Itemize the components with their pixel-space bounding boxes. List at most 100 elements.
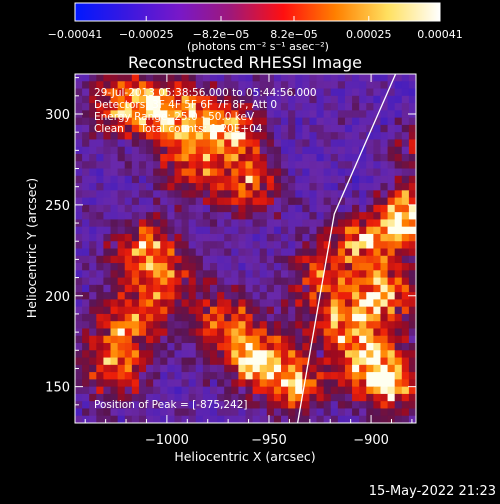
heatmap-cell <box>259 277 268 286</box>
heatmap-cell <box>252 350 261 359</box>
heatmap-cell <box>146 241 154 250</box>
heatmap-cell <box>316 233 325 242</box>
heatmap-cell <box>160 124 168 133</box>
heatmap-cell <box>188 313 197 322</box>
heatmap-cell <box>195 74 204 82</box>
heatmap-cell <box>401 204 410 213</box>
heatmap-cell <box>202 81 211 90</box>
heatmap-cell <box>131 88 140 97</box>
heatmap-cell <box>231 321 239 330</box>
heatmap-cell <box>160 393 168 402</box>
heatmap-cell <box>245 241 254 250</box>
heatmap-cell <box>359 95 367 104</box>
heatmap-cell <box>138 306 147 315</box>
heatmap-cell <box>131 313 140 322</box>
heatmap-cell <box>359 153 367 162</box>
heatmap-cell <box>281 110 289 119</box>
heatmap-cell <box>344 284 353 293</box>
heatmap-cell <box>75 277 83 286</box>
heatmap-cell <box>344 103 353 111</box>
heatmap-cell <box>117 393 126 402</box>
heatmap-cell <box>160 277 168 286</box>
heatmap-cell <box>188 401 197 410</box>
heatmap-cell <box>146 146 154 155</box>
heatmap-cell <box>238 241 247 250</box>
heatmap-cell <box>117 190 126 199</box>
heatmap-cell <box>394 88 403 97</box>
heatmap-cell <box>337 117 346 126</box>
heatmap-cell <box>202 299 211 308</box>
heatmap-cell <box>266 81 275 90</box>
heatmap-cell <box>330 401 339 410</box>
heatmap-cell <box>188 197 197 206</box>
heatmap-cell <box>288 233 296 242</box>
heatmap-cell <box>373 343 382 351</box>
heatmap-cell <box>195 321 204 330</box>
heatmap-cell <box>394 415 403 423</box>
heatmap-cell <box>366 255 374 264</box>
heatmap-cell <box>117 168 126 177</box>
heatmap-cell <box>295 212 303 221</box>
heatmap-cell <box>373 313 382 322</box>
heatmap-cell <box>316 175 325 184</box>
heatmap-cell <box>124 408 133 417</box>
heatmap-cell <box>323 306 332 315</box>
heatmap-cell <box>330 161 339 170</box>
heatmap-cell <box>245 343 254 351</box>
heatmap-cell <box>160 139 168 148</box>
heatmap-cell <box>309 212 318 221</box>
y-tick-label: 150 <box>45 381 70 396</box>
heatmap-cell <box>330 153 339 162</box>
heatmap-cell <box>380 219 389 228</box>
heatmap-cell <box>352 146 360 155</box>
heatmap-cell <box>238 233 247 242</box>
heatmap-cell <box>146 117 154 126</box>
heatmap-cell <box>209 212 218 221</box>
heatmap-cell <box>202 124 211 133</box>
heatmap-cell <box>103 321 112 330</box>
heatmap-cell <box>273 81 282 90</box>
heatmap-cell <box>188 81 197 90</box>
heatmap-cell <box>188 277 197 286</box>
heatmap-cell <box>394 241 403 250</box>
heatmap-cell <box>202 74 211 82</box>
heatmap-cell <box>245 299 254 308</box>
heatmap-cell <box>217 357 225 366</box>
heatmap-cell <box>408 364 416 373</box>
heatmap-cell <box>302 401 311 410</box>
heatmap-cell <box>103 270 112 279</box>
heatmap-cell <box>231 183 239 191</box>
heatmap-cell <box>82 328 90 337</box>
heatmap-cell <box>302 219 311 228</box>
heatmap-cell <box>245 204 254 213</box>
heatmap-cell <box>245 401 254 410</box>
heatmap-cell <box>344 401 353 410</box>
heatmap-cell <box>352 357 360 366</box>
heatmap-cell <box>330 146 339 155</box>
heatmap-cell <box>401 386 410 395</box>
heatmap-cell <box>160 212 168 221</box>
heatmap-cell <box>238 212 247 221</box>
heatmap-cell <box>401 284 410 293</box>
x-tick-label: −950 <box>251 433 287 448</box>
heatmap-cell <box>117 197 126 206</box>
heatmap-cell <box>281 343 289 351</box>
heatmap-cell <box>387 183 396 191</box>
heatmap-cell <box>138 139 147 148</box>
heatmap-cell <box>387 226 396 235</box>
heatmap-cell <box>366 357 374 366</box>
heatmap-cell <box>96 372 105 380</box>
heatmap-cell <box>259 386 268 395</box>
heatmap-cell <box>266 233 275 242</box>
heatmap-cell <box>401 197 410 206</box>
heatmap-cell <box>89 233 97 242</box>
heatmap-cell <box>167 81 176 90</box>
heatmap-cell <box>131 364 140 373</box>
heatmap-cell <box>153 219 161 228</box>
heatmap-cell <box>281 197 289 206</box>
heatmap-cell <box>124 197 133 206</box>
heatmap-cell <box>337 233 346 242</box>
heatmap-cell <box>131 248 140 257</box>
heatmap-cell <box>316 219 325 228</box>
heatmap-cell <box>288 95 296 104</box>
